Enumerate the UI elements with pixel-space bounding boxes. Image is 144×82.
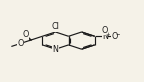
Text: O: O [112,32,118,41]
Text: O: O [102,26,108,35]
Text: N: N [53,45,58,54]
Text: −: − [115,32,120,37]
Text: N: N [102,32,108,41]
Text: Cl: Cl [52,22,59,31]
Text: O: O [22,30,29,39]
Text: +: + [105,32,110,37]
Text: O: O [18,39,24,48]
